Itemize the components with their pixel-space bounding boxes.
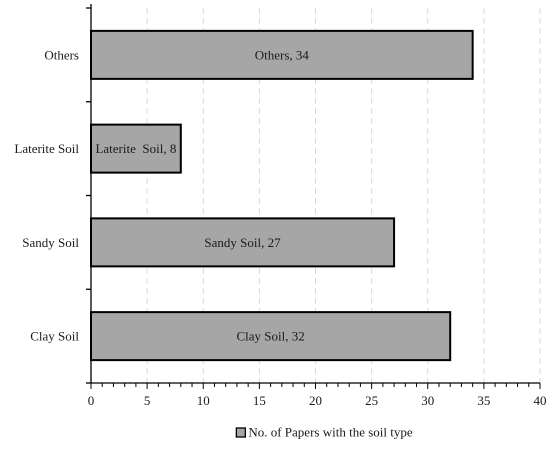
x-tick-label-5: 5	[144, 393, 151, 408]
axes	[86, 4, 541, 389]
legend-swatch	[235, 427, 247, 438]
x-tick-label-35: 35	[477, 393, 490, 408]
x-tick-label-40: 40	[534, 393, 547, 408]
x-tick-label-30: 30	[421, 393, 434, 408]
data-label-sandy-soil: Sandy Soil, 27	[204, 235, 281, 250]
data-label-laterite-soil: Laterite Soil, 8	[95, 141, 176, 156]
labels: 0 5 10 15 20 25 30 35 40 Others Laterite Soil Sandy…	[14, 47, 546, 408]
category-label-laterite-soil: Laterite Soil	[14, 141, 79, 156]
category-label-others: Others	[44, 47, 79, 62]
category-label-sandy-soil: Sandy Soil	[22, 235, 79, 250]
x-tick-label-25: 25	[365, 393, 378, 408]
data-label-others: Others, 34	[255, 47, 310, 62]
bar-sandy-soil	[90, 217, 396, 268]
bars	[90, 29, 474, 362]
x-tick-label-10: 10	[197, 393, 210, 408]
legend: No. of Papers with the soil type	[235, 425, 413, 440]
data-label-clay-soil: Clay Soil, 32	[236, 329, 304, 344]
legend-label: No. of Papers with the soil type	[248, 425, 413, 440]
bar-others	[90, 29, 474, 80]
x-tick-label-0: 0	[88, 393, 95, 408]
x-tick-label-20: 20	[309, 393, 322, 408]
x-tick-label-15: 15	[253, 393, 266, 408]
category-label-clay-soil: Clay Soil	[30, 329, 79, 344]
